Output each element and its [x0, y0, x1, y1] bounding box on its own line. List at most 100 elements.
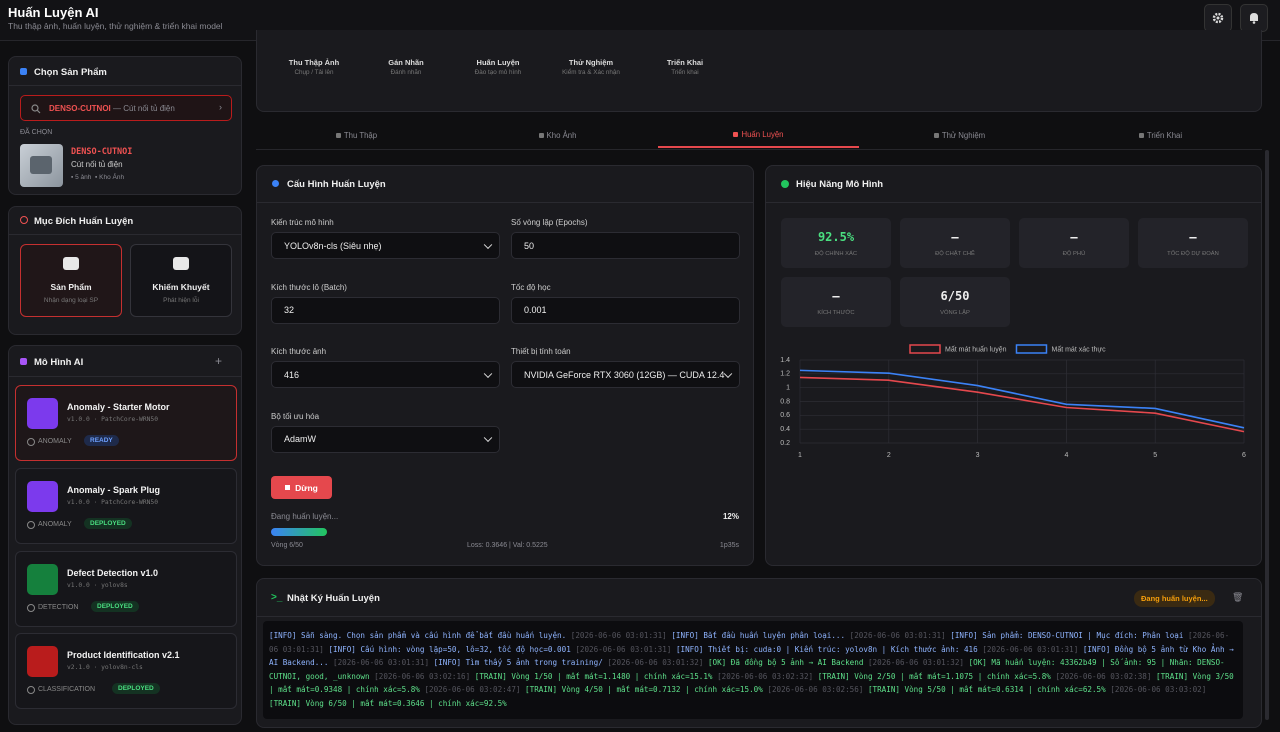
tab-label: Kho Ảnh: [546, 130, 577, 140]
field-label: Bộ tối ưu hóa: [271, 411, 320, 421]
gear-icon: [272, 180, 279, 187]
field-label: Kiến trúc mô hình: [271, 218, 334, 227]
panel-title: Mô Hình AI: [34, 357, 84, 368]
chevron: [723, 369, 733, 378]
product-search[interactable]: DENSO-CUTNOI — Cút nối tủ điện ›: [20, 95, 232, 121]
tab-icon: [1138, 132, 1144, 138]
tab[interactable]: Thu Thập: [256, 122, 457, 148]
stop-button[interactable]: Dừng: [271, 476, 332, 499]
models-icon: [20, 358, 27, 365]
model-version: v1.0.0 · yolov8s: [67, 582, 128, 589]
metric-label: ĐỘ PHỦ: [1062, 251, 1086, 257]
metric-card: 92.5% ĐỘ CHÍNH XÁC: [781, 218, 891, 268]
option-icon: [63, 257, 79, 270]
model-name: Anomaly - Spark Plug: [67, 485, 161, 495]
add-model-button[interactable]: +: [215, 354, 223, 368]
panel-title: Hiệu Năng Mô Hình: [796, 179, 884, 190]
metric-label: VÒNG LẶP: [940, 310, 970, 316]
tab[interactable]: Kho Ảnh: [457, 122, 658, 148]
tab-icon: [733, 131, 739, 137]
tab-label: Thử Nghiệm: [941, 130, 986, 140]
log-message: [INFO] Tìm thấy 5 ảnh trong training/: [433, 658, 603, 667]
series-line: [799, 369, 1245, 429]
option-title: Khiếm Khuyết: [152, 282, 210, 292]
log-message: [OK] Mã huấn luyện: 43362b49 | Số ảnh: 9…: [269, 658, 1225, 681]
field-value: AdamW: [284, 434, 317, 444]
field-value: 0.001: [524, 305, 547, 315]
tab[interactable]: Thử Nghiệm: [859, 122, 1060, 148]
field-value: 32: [284, 305, 295, 315]
log-time: [2026-06-06 03:02:47]: [424, 685, 521, 694]
log-time: [2026-06-06 03:03:02]: [1110, 685, 1207, 694]
panel-title: Mục Đích Huấn Luyện: [34, 216, 134, 227]
tab-icon: [538, 132, 544, 138]
clear-log-button[interactable]: 🗑: [1232, 592, 1244, 602]
field-value: NVIDIA GeForce RTX 3060 (12GB) — CUDA 12…: [524, 369, 725, 380]
chevron: [483, 240, 493, 249]
legend-swatch: [909, 344, 941, 354]
panel-title: Cấu Hình Huấn Luyện: [287, 179, 386, 190]
selected-name: Cút nối tủ điện: [71, 160, 123, 169]
purpose-panel: Mục Đích Huấn Luyện Sản Phẩm Nhận dạng lo…: [8, 206, 242, 335]
select[interactable]: 416: [271, 361, 500, 388]
tab[interactable]: Huấn Luyện: [658, 122, 859, 148]
metric-card: 6/50 VÒNG LẶP: [900, 277, 1010, 327]
x-tick-label: 4: [1064, 452, 1068, 459]
y-tick-label: 0.4: [780, 426, 790, 433]
tab[interactable]: Triển Khai: [1060, 122, 1261, 148]
input[interactable]: 50: [511, 232, 740, 259]
input[interactable]: 0.001: [511, 296, 740, 324]
step-desc: Kiểm tra & Xác nhận: [562, 69, 620, 76]
metric-value: 6/50: [940, 289, 970, 303]
metric-label: KÍCH THƯỚC: [817, 310, 855, 316]
loss-text: Loss: 0.3646 | Val: 0.5225: [467, 542, 548, 549]
type-dot: [27, 686, 35, 694]
model-card[interactable]: Anomaly - Starter Motor v1.0.0 · PatchCor…: [15, 385, 237, 461]
model-card[interactable]: Product Identification v2.1 v2.1.0 · yolo…: [15, 633, 237, 709]
notification-button[interactable]: [1240, 4, 1268, 32]
select[interactable]: NVIDIA GeForce RTX 3060 (12GB) — CUDA 12…: [511, 361, 740, 388]
log-message: [INFO] Sản phẩm: DENSO-CUTNOI | Mục đích…: [950, 631, 1184, 640]
metric-card: – KÍCH THƯỚC: [781, 277, 891, 327]
check-icon: [781, 180, 789, 188]
model-version: v1.0.0 · PatchCore-WRN50: [67, 416, 158, 423]
loss-chart: 0.2 0.4 0.6 0.8 1 1.2 1.4 1 2 3 4 5 6 Mất mát huấn lu…: [780, 344, 1246, 459]
model-card[interactable]: Defect Detection v1.0 v1.0.0 · yolov8s DET…: [15, 551, 237, 627]
purpose-option[interactable]: Sản Phẩm Nhận dạng loại SP: [20, 244, 122, 317]
model-icon: [27, 564, 58, 595]
tab-label: Thu Thập: [343, 130, 378, 140]
log-message: [INFO] Bắt đầu huấn luyện phân loại...: [671, 631, 846, 640]
log-panel: >_ Nhật Ký Huấn Luyện Đang huấn luyện...…: [256, 578, 1262, 728]
y-tick-label: 1: [786, 385, 790, 392]
field-label: Số vòng lặp (Epochs): [511, 218, 588, 227]
type-dot: [27, 438, 35, 446]
log-message: [TRAIN] Vòng 5/50 | mất mát=0.6314 | chí…: [867, 685, 1106, 694]
log-time: [2026-06-06 03:02:16]: [374, 671, 471, 681]
field-label: Thiết bị tính toán: [511, 347, 571, 356]
app-subtitle: Thu thập ảnh, huấn luyện, thử nghiệm & t…: [8, 21, 223, 31]
purpose-option[interactable]: Khiếm Khuyết Phát hiện lỗi: [130, 244, 232, 317]
input[interactable]: 32: [271, 296, 500, 324]
y-tick-label: 0.6: [780, 412, 790, 419]
step-title: Huấn Luyện: [476, 58, 520, 67]
elapsed-text: 1p35s: [719, 542, 739, 549]
model-name: Anomaly - Starter Motor: [67, 402, 170, 412]
model-type: CLASSIFICATION: [38, 686, 96, 693]
log-time: [2026-06-06 03:01:31]: [575, 644, 672, 654]
option-desc: Nhận dạng loại SP: [43, 297, 99, 304]
model-name: Product Identification v2.1: [67, 650, 180, 660]
log-message: [TRAIN] Vòng 2/50 | mất mát=1.1075 | chí…: [817, 671, 1051, 681]
log-message: [TRAIN] Vòng 4/50 | mất mát=0.7132 | chí…: [525, 685, 763, 694]
model-version: v1.0.0 · PatchCore-WRN50: [67, 499, 158, 506]
metric-card: – ĐỘ CHẶT CHẼ: [900, 218, 1010, 268]
metric-card: – ĐỘ PHỦ: [1019, 218, 1129, 268]
settings-button[interactable]: [1204, 4, 1232, 32]
select[interactable]: AdamW: [271, 425, 500, 453]
progress-bar: [271, 528, 328, 536]
progress-track: [271, 528, 741, 536]
select[interactable]: YOLOv8n-cls (Siêu nhẹ): [271, 232, 500, 259]
stop-label: Dừng: [295, 482, 318, 493]
metric-label: ĐỘ CHÍNH XÁC: [814, 251, 858, 257]
model-icon: [27, 646, 58, 677]
model-card[interactable]: Anomaly - Spark Plug v1.0.0 · PatchCore-W…: [15, 468, 237, 544]
